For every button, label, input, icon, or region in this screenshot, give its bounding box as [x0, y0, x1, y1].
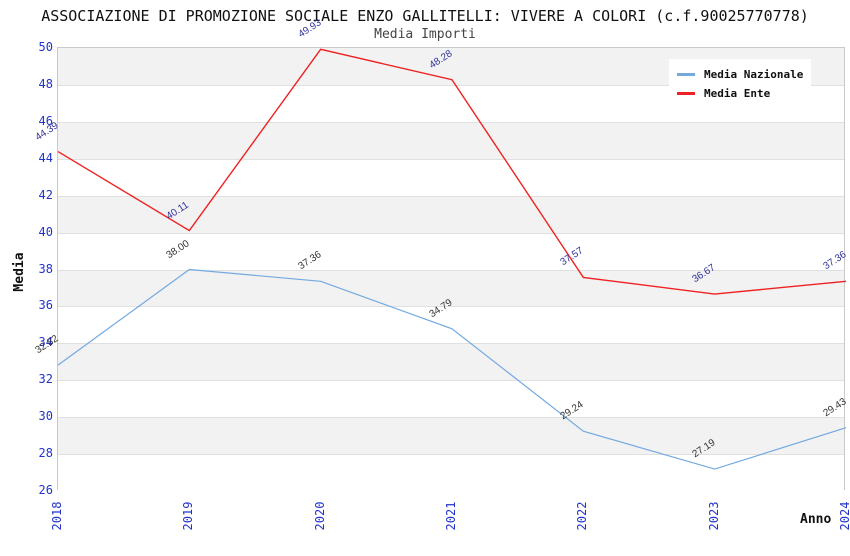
y-tick-label: 30	[38, 409, 53, 424]
series-line-media-nazionale	[57, 268, 847, 470]
y-tick-label: 38	[38, 261, 53, 276]
x-tick-label: 2020	[312, 501, 327, 531]
legend-label: Media Nazionale	[704, 68, 804, 81]
plot-area	[57, 47, 847, 491]
legend-swatch-icon	[677, 92, 695, 95]
y-tick-label: 28	[38, 446, 53, 461]
gridline	[58, 84, 844, 86]
y-tick-label: 48	[38, 76, 53, 91]
legend-item: Media Nazionale	[677, 65, 811, 84]
plot-band	[58, 417, 844, 455]
plot-band	[58, 306, 844, 344]
legend-swatch-icon	[677, 73, 695, 76]
y-tick-label: 44	[38, 150, 53, 165]
y-tick-label: 42	[38, 187, 53, 202]
y-tick-label: 34	[38, 335, 53, 350]
chart-title: ASSOCIAZIONE DI PROMOZIONE SOCIALE ENZO …	[41, 7, 809, 25]
x-tick-label: 2024	[838, 501, 850, 531]
y-tick-label: 40	[38, 224, 53, 239]
x-tick-label: 2023	[706, 501, 721, 531]
plot-band	[58, 232, 844, 270]
x-tick-label: 2018	[50, 501, 64, 531]
gridline	[58, 121, 844, 123]
y-tick-label: 32	[38, 372, 53, 387]
chart-subtitle: Media Importi	[374, 27, 476, 42]
gridline	[58, 306, 844, 308]
plot-band	[58, 121, 844, 159]
plot-band	[58, 454, 844, 491]
y-tick-label: 46	[38, 113, 53, 128]
x-tick-label: 2019	[181, 501, 196, 531]
x-tick-label: 2022	[575, 501, 590, 531]
x-axis-title: Anno	[800, 512, 832, 527]
y-tick-label: 26	[38, 483, 53, 497]
gridline	[58, 380, 844, 382]
legend: Media Nazionale Media Ente	[669, 59, 811, 109]
y-tick-label: 36	[38, 298, 53, 313]
plot-band	[58, 195, 844, 233]
gridline	[58, 195, 844, 197]
gridline	[58, 343, 844, 345]
gridline	[58, 158, 844, 160]
plot-band	[58, 380, 844, 418]
gridline	[58, 269, 844, 271]
legend-item: Media Ente	[677, 84, 811, 103]
y-tick-label: 50	[38, 40, 53, 54]
gridline	[58, 232, 844, 234]
plot-band	[58, 343, 844, 381]
plot-band	[58, 269, 844, 307]
legend-label: Media Ente	[704, 87, 771, 100]
x-tick-label: 2021	[444, 501, 458, 531]
plot-band	[58, 158, 844, 196]
gridline	[58, 417, 844, 419]
series-line-media-ente	[57, 48, 847, 295]
gridline	[58, 454, 844, 456]
series-lines	[57, 48, 847, 470]
